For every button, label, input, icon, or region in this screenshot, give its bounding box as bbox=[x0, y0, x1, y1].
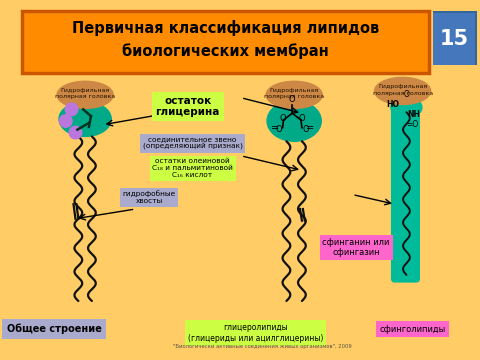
Text: NH: NH bbox=[408, 110, 420, 119]
Circle shape bbox=[65, 103, 78, 116]
Text: сфинганин или
сфингазин: сфинганин или сфингазин bbox=[323, 238, 390, 257]
Text: HO: HO bbox=[386, 100, 399, 109]
Text: Общее строение: Общее строение bbox=[7, 324, 102, 334]
Circle shape bbox=[69, 126, 82, 139]
Text: O: O bbox=[299, 113, 305, 122]
Ellipse shape bbox=[266, 81, 322, 108]
Text: Первичная классификация липидов: Первичная классификация липидов bbox=[72, 20, 379, 36]
Text: =: = bbox=[306, 123, 314, 133]
Text: соединительное звено
(определяющий признак): соединительное звено (определяющий призн… bbox=[143, 136, 242, 150]
FancyBboxPatch shape bbox=[22, 11, 429, 73]
Text: O: O bbox=[276, 125, 282, 134]
Text: Гидрофильная
полярная головка: Гидрофильная полярная головка bbox=[264, 88, 324, 99]
FancyBboxPatch shape bbox=[391, 105, 420, 283]
Text: O: O bbox=[279, 113, 286, 122]
Text: биологических мембран: биологических мембран bbox=[122, 44, 329, 59]
FancyBboxPatch shape bbox=[432, 13, 475, 65]
Text: Гидрофильная
полярная головка: Гидрофильная полярная головка bbox=[372, 84, 432, 96]
Ellipse shape bbox=[267, 101, 321, 141]
Text: сфинголипиды: сфинголипиды bbox=[379, 325, 445, 334]
Ellipse shape bbox=[391, 97, 422, 118]
Text: =O: =O bbox=[406, 120, 419, 129]
Text: остатки олеиновой
С₁₈ и пальмитиновой
С₁₆ кислот: остатки олеиновой С₁₈ и пальмитиновой С₁… bbox=[152, 158, 233, 179]
Text: Гидрофильная
полярная головка: Гидрофильная полярная головка bbox=[55, 88, 115, 99]
Text: гидрофобные
хвосты: гидрофобные хвосты bbox=[122, 190, 176, 204]
FancyBboxPatch shape bbox=[432, 11, 477, 65]
Text: O: O bbox=[289, 95, 296, 104]
Text: глицеролипиды
(глицериды или ацилглицерины): глицеролипиды (глицериды или ацилглицери… bbox=[188, 323, 323, 343]
Text: 15: 15 bbox=[439, 29, 468, 49]
Text: "Биологически активные соединения живых организмов", 2009: "Биологически активные соединения живых … bbox=[173, 344, 352, 349]
Text: =: = bbox=[271, 123, 279, 133]
Circle shape bbox=[60, 115, 72, 127]
Text: O: O bbox=[404, 90, 409, 99]
Ellipse shape bbox=[374, 77, 431, 104]
Ellipse shape bbox=[59, 102, 111, 136]
Ellipse shape bbox=[57, 81, 113, 108]
Text: остаток
глицерина: остаток глицерина bbox=[156, 96, 220, 117]
Text: O: O bbox=[302, 125, 309, 134]
